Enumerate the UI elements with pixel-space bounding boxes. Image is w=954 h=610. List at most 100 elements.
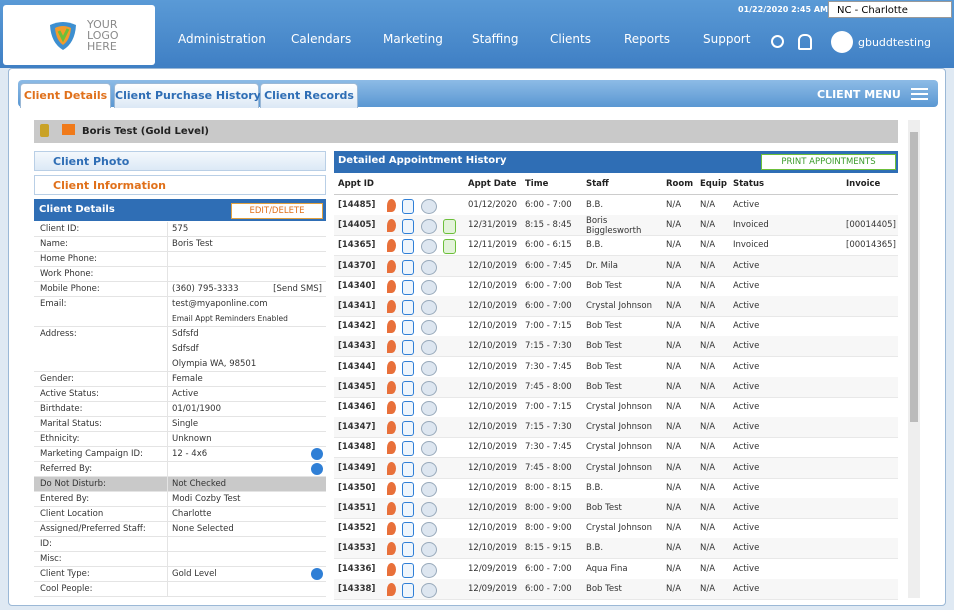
pin-icon[interactable] — [387, 340, 396, 354]
nav-item[interactable]: Reports — [624, 32, 671, 46]
clipboard-icon[interactable] — [402, 582, 414, 598]
appt-id[interactable]: [14370] — [338, 260, 376, 271]
appt-id[interactable]: [14344] — [338, 361, 376, 372]
appt-id[interactable]: [14351] — [338, 503, 376, 513]
nav-item[interactable]: Staffing — [472, 32, 519, 46]
info-icon[interactable] — [421, 441, 437, 457]
pin-icon[interactable] — [387, 380, 396, 394]
clipboard-icon[interactable] — [402, 360, 414, 376]
clipboard-icon[interactable] — [402, 340, 414, 356]
appt-invoice[interactable]: [00014365] — [846, 240, 896, 251]
print-button[interactable]: PRINT APPOINTMENTS — [761, 154, 896, 170]
info-icon[interactable] — [421, 401, 437, 416]
info-icon[interactable] — [421, 320, 437, 336]
appt-id[interactable]: [14350] — [338, 482, 376, 493]
payment-icon[interactable] — [443, 219, 456, 235]
pin-icon[interactable] — [387, 320, 396, 334]
pin-icon[interactable] — [387, 279, 396, 293]
pin-icon[interactable] — [387, 360, 396, 374]
search-icon[interactable] — [771, 35, 784, 48]
nav-item[interactable]: Administration — [178, 32, 266, 46]
info-icon[interactable] — [421, 259, 437, 275]
username[interactable]: gbuddtesting — [858, 36, 932, 49]
appt-id[interactable]: [14348] — [338, 442, 376, 453]
clipboard-icon[interactable] — [402, 522, 414, 538]
tab[interactable]: Client Details — [20, 83, 111, 108]
avatar[interactable] — [831, 31, 853, 53]
appt-id[interactable]: [14343] — [338, 341, 376, 352]
clipboard-icon[interactable] — [402, 441, 414, 457]
pin-icon[interactable] — [387, 199, 396, 212]
client-menu[interactable]: CLIENT MENU — [817, 88, 901, 101]
info-icon[interactable] — [421, 199, 437, 214]
location-select[interactable]: NC - Charlotte — [828, 1, 952, 18]
pin-icon[interactable] — [387, 562, 396, 576]
info-icon[interactable] — [311, 463, 323, 475]
clipboard-icon[interactable] — [402, 481, 414, 497]
appt-id[interactable]: [14338] — [338, 583, 376, 594]
appt-id[interactable]: [14340] — [338, 280, 376, 291]
info-icon[interactable] — [421, 239, 437, 255]
clipboard-icon[interactable] — [402, 259, 414, 275]
tab[interactable]: Client Purchase History — [114, 83, 261, 108]
info-icon[interactable] — [421, 522, 437, 538]
appt-id[interactable]: [14346] — [338, 402, 376, 412]
clipboard-icon[interactable] — [402, 320, 414, 336]
clipboard-icon[interactable] — [402, 380, 414, 396]
info-icon[interactable] — [421, 219, 437, 235]
pin-icon[interactable] — [387, 401, 396, 414]
clipboard-icon[interactable] — [402, 461, 414, 477]
clipboard-icon[interactable] — [402, 502, 414, 517]
pin-icon[interactable] — [387, 259, 396, 273]
pin-icon[interactable] — [387, 461, 396, 475]
info-icon[interactable] — [421, 380, 437, 396]
payment-icon[interactable] — [443, 239, 456, 255]
appt-id[interactable]: [14353] — [338, 543, 376, 554]
pin-icon[interactable] — [387, 582, 396, 596]
clipboard-icon[interactable] — [402, 300, 414, 315]
field-action[interactable]: [Send SMS] — [273, 284, 322, 294]
info-icon[interactable] — [421, 502, 437, 517]
info-icon[interactable] — [421, 360, 437, 376]
info-icon[interactable] — [421, 562, 437, 578]
pin-icon[interactable] — [387, 239, 396, 253]
appt-id[interactable]: [14405] — [338, 220, 376, 231]
clipboard-icon[interactable] — [402, 279, 414, 295]
appt-id[interactable]: [14485] — [338, 200, 376, 210]
pin-icon[interactable] — [387, 542, 396, 556]
info-icon[interactable] — [311, 568, 323, 580]
info-icon[interactable] — [421, 481, 437, 497]
appt-id[interactable]: [14365] — [338, 240, 376, 251]
pin-icon[interactable] — [387, 502, 396, 515]
clipboard-icon[interactable] — [402, 562, 414, 578]
nav-item[interactable]: Support — [703, 32, 751, 46]
bell-icon[interactable] — [798, 34, 812, 50]
pin-icon[interactable] — [387, 481, 396, 495]
info-icon[interactable] — [421, 279, 437, 295]
info-icon[interactable] — [421, 421, 437, 437]
client-photo-header[interactable]: Client Photo — [34, 151, 326, 171]
appt-invoice[interactable]: [00014405] — [846, 220, 896, 231]
info-icon[interactable] — [421, 461, 437, 477]
client-info-header[interactable]: Client Information — [34, 175, 326, 195]
pin-icon[interactable] — [387, 219, 396, 233]
info-icon[interactable] — [421, 542, 437, 558]
menu-icon[interactable] — [911, 88, 928, 100]
nav-item[interactable]: Marketing — [383, 32, 443, 46]
appt-id[interactable]: [14345] — [338, 381, 376, 392]
appt-id[interactable]: [14336] — [338, 563, 376, 574]
appt-id[interactable]: [14342] — [338, 321, 376, 332]
appt-id[interactable]: [14347] — [338, 422, 376, 433]
pin-icon[interactable] — [387, 421, 396, 435]
clipboard-icon[interactable] — [402, 401, 414, 416]
clipboard-icon[interactable] — [402, 239, 414, 255]
info-icon[interactable] — [421, 582, 437, 598]
pin-icon[interactable] — [387, 522, 396, 536]
nav-item[interactable]: Calendars — [291, 32, 352, 46]
appt-id[interactable]: [14352] — [338, 523, 376, 534]
clipboard-icon[interactable] — [402, 219, 414, 235]
pin-icon[interactable] — [387, 441, 396, 455]
appt-id[interactable]: [14341] — [338, 301, 376, 311]
pin-icon[interactable] — [387, 300, 396, 313]
edit-button[interactable]: EDIT/DELETE — [231, 203, 323, 219]
